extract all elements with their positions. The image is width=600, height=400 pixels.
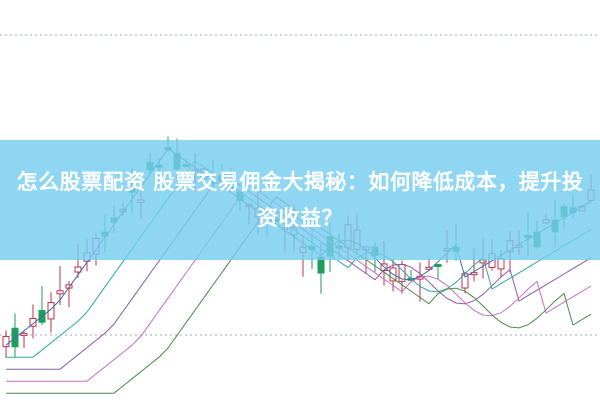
candle-body bbox=[20, 332, 28, 336]
candle-body bbox=[29, 317, 37, 327]
candle-body bbox=[434, 264, 442, 268]
candle-body bbox=[2, 335, 10, 348]
candle-body bbox=[56, 290, 64, 295]
candle-body bbox=[47, 302, 55, 320]
article-title: 怎么股票配资 股票交易佣金大揭秘：如何降低成本，提升投资收益？ bbox=[16, 170, 584, 230]
candle-body bbox=[497, 258, 505, 270]
title-banner: 怎么股票配资 股票交易佣金大揭秘：如何降低成本，提升投资收益？ bbox=[0, 140, 600, 260]
candle-body bbox=[425, 266, 433, 270]
candle-body bbox=[479, 259, 487, 264]
candle-body bbox=[74, 266, 82, 273]
